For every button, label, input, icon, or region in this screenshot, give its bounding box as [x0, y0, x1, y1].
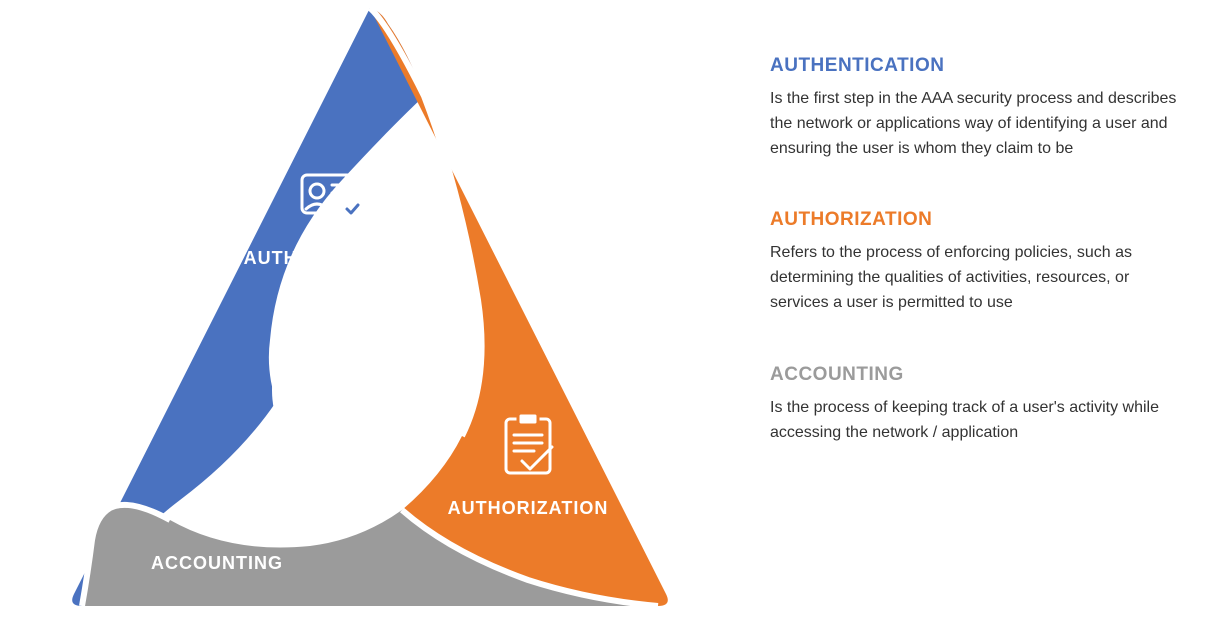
desc-authorization-title: AUTHORIZATION [770, 209, 1190, 231]
aaa-triangle-diagram: AUTHENTICATION AUTHORIZATION ACCOUNTING [30, 0, 710, 631]
desc-authentication-title: AUTHENTICATION [770, 55, 1190, 77]
desc-authentication-body: Is the first step in the AAA security pr… [770, 87, 1190, 161]
label-authorization: AUTHORIZATION [428, 498, 628, 519]
desc-accounting-title-text: ACCOUNTING [770, 364, 904, 385]
desc-accounting: ACCOUNTING Is the process of keeping tra… [770, 364, 1190, 446]
desc-accounting-title: ACCOUNTING [770, 364, 1190, 386]
triangle-svg [30, 0, 710, 631]
desc-authorization: AUTHORIZATION Refers to the process of e… [770, 209, 1190, 315]
desc-authentication-title-text: AUTHENTICATION [770, 55, 944, 76]
label-accounting: ACCOUNTING [117, 553, 317, 574]
center-circle [272, 292, 468, 488]
desc-accounting-body: Is the process of keeping track of a use… [770, 396, 1190, 446]
desc-authorization-body: Refers to the process of enforcing polic… [770, 241, 1190, 315]
monitor-eye-icon [229, 485, 281, 529]
infographic-canvas: AUTHENTICATION AUTHORIZATION ACCOUNTING … [0, 0, 1229, 631]
desc-authentication: AUTHENTICATION Is the first step in the … [770, 55, 1190, 161]
description-column: AUTHENTICATION Is the first step in the … [770, 55, 1190, 493]
desc-authorization-title-text: AUTHORIZATION [770, 209, 932, 230]
label-authentication: AUTHENTICATION [230, 248, 430, 269]
